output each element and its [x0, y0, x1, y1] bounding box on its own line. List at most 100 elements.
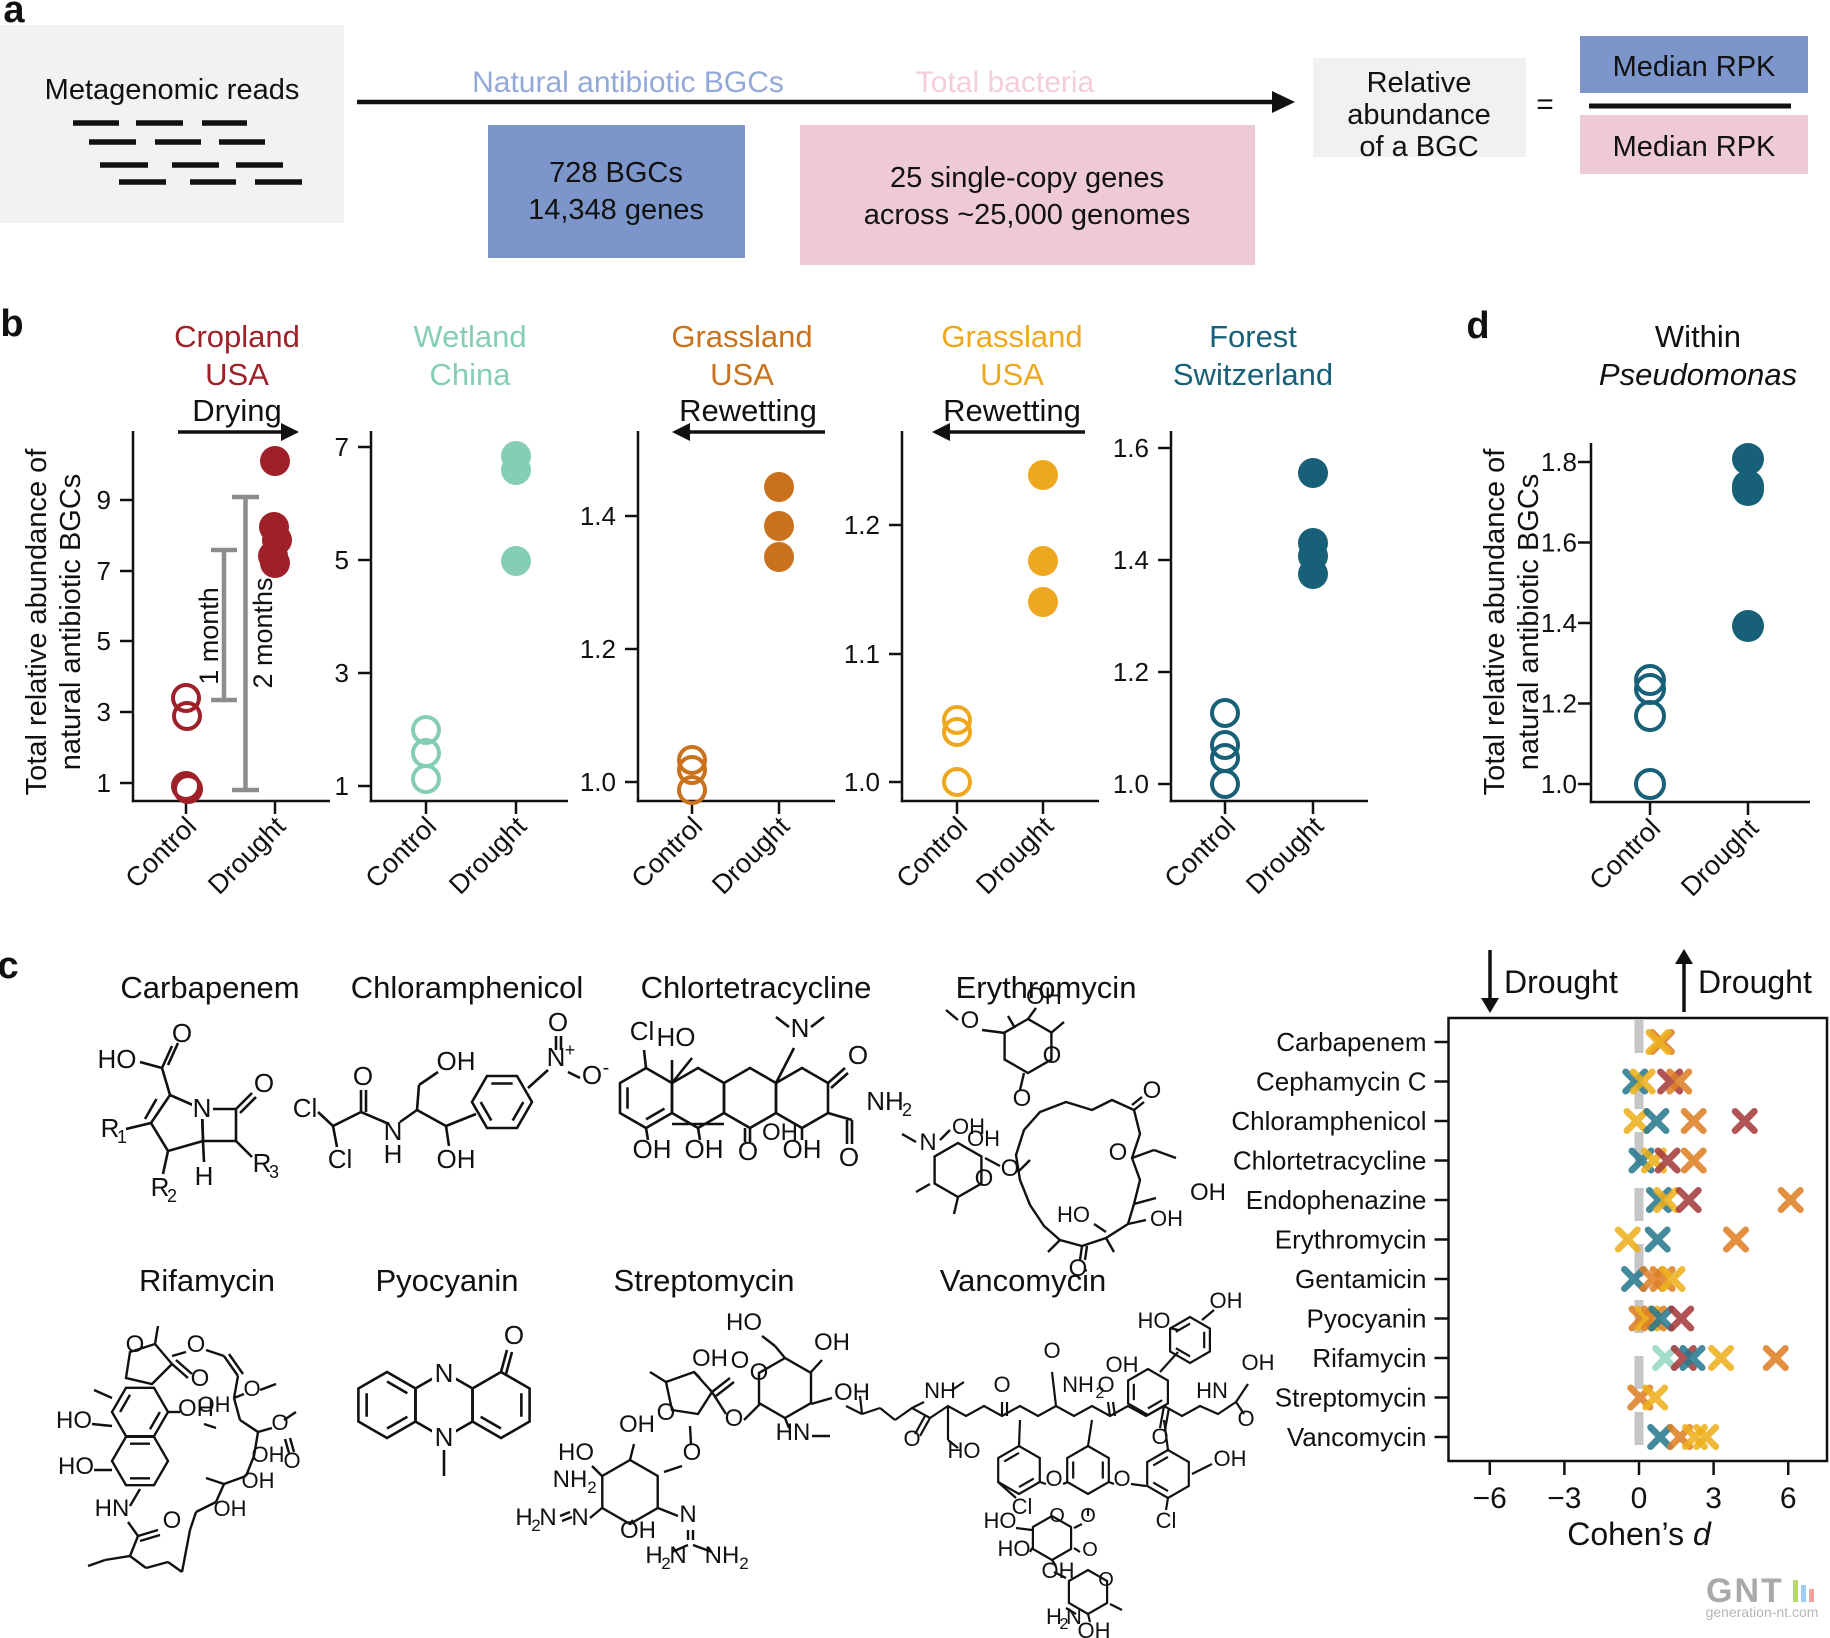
svg-text:728 BGCs: 728 BGCs — [549, 157, 683, 189]
svg-text:OH: OH — [1042, 1558, 1075, 1583]
svg-text:Grassland: Grassland — [941, 319, 1082, 354]
svg-text:1.2: 1.2 — [844, 510, 880, 540]
svg-text:O: O — [271, 1410, 288, 1435]
svg-text:−6: −6 — [1473, 1482, 1507, 1515]
svg-text:O: O — [1001, 1155, 1020, 1182]
svg-text:USA: USA — [710, 357, 774, 392]
svg-text:OH: OH — [1106, 1352, 1139, 1377]
svg-text:O: O — [1049, 1505, 1065, 1527]
svg-text:2 months: 2 months — [248, 577, 278, 688]
svg-text:Drought: Drought — [1504, 964, 1618, 1000]
svg-text:OH: OH — [1150, 1206, 1183, 1231]
svg-text:O: O — [1082, 1539, 1098, 1561]
svg-text:HO: HO — [558, 1439, 594, 1466]
svg-text:abundance: abundance — [1347, 99, 1491, 131]
svg-text:7: 7 — [335, 432, 349, 462]
svg-text:O: O — [1098, 1569, 1114, 1591]
svg-text:2: 2 — [167, 1186, 177, 1206]
svg-text:NH: NH — [1062, 1372, 1094, 1397]
svg-text:O: O — [725, 1405, 744, 1432]
svg-text:N: N — [384, 1116, 403, 1146]
svg-text:2: 2 — [531, 1516, 540, 1535]
svg-text:Control: Control — [119, 811, 202, 894]
svg-text:O: O — [504, 1320, 524, 1350]
svg-text:O: O — [283, 1448, 300, 1473]
svg-text:Grassland: Grassland — [671, 319, 812, 354]
svg-text:Total bacteria: Total bacteria — [916, 66, 1095, 99]
svg-text:Cl: Cl — [1012, 1494, 1033, 1519]
svg-text:O: O — [657, 1399, 676, 1426]
svg-text:Erythromycin: Erythromycin — [956, 970, 1137, 1005]
svg-text:1.8: 1.8 — [1541, 447, 1577, 477]
svg-text:O: O — [353, 1061, 373, 1091]
svg-text:H: H — [195, 1161, 214, 1191]
svg-text:OH: OH — [619, 1411, 655, 1438]
svg-text:O: O — [1043, 1042, 1062, 1069]
svg-text:Chloramphenicol: Chloramphenicol — [1231, 1106, 1426, 1136]
svg-text:Control: Control — [625, 811, 708, 894]
svg-text:Rewetting: Rewetting — [943, 393, 1081, 428]
svg-text:Control: Control — [359, 811, 442, 894]
svg-text:1.0: 1.0 — [580, 767, 616, 797]
svg-text:Median RPK: Median RPK — [1613, 131, 1776, 163]
svg-text:HO: HO — [948, 1438, 981, 1463]
svg-text:O: O — [172, 1018, 192, 1048]
svg-text:HO: HO — [58, 1453, 94, 1480]
svg-text:Switzerland: Switzerland — [1173, 357, 1333, 392]
svg-text:of a BGC: of a BGC — [1359, 131, 1478, 163]
svg-text:O: O — [839, 1142, 859, 1172]
svg-text:Gentamicin: Gentamicin — [1295, 1264, 1427, 1294]
svg-text:OH: OH — [437, 1144, 476, 1174]
svg-text:OH: OH — [242, 1468, 275, 1493]
svg-text:Forest: Forest — [1209, 319, 1297, 354]
svg-text:HO: HO — [984, 1508, 1017, 1533]
svg-text:Control: Control — [1583, 813, 1666, 896]
svg-text:Within: Within — [1655, 319, 1741, 354]
svg-text:5: 5 — [97, 626, 111, 656]
svg-text:USA: USA — [980, 357, 1044, 392]
svg-text:Control: Control — [890, 811, 973, 894]
svg-text:H: H — [384, 1139, 403, 1169]
svg-text:1 month: 1 month — [194, 587, 224, 685]
svg-text:O: O — [993, 1372, 1010, 1397]
svg-text:OH: OH — [834, 1379, 870, 1406]
svg-text:1.2: 1.2 — [1113, 657, 1149, 687]
svg-text:O: O — [750, 1359, 769, 1386]
svg-text:HN: HN — [95, 1495, 130, 1522]
svg-text:c: c — [0, 945, 19, 987]
svg-text:H: H — [515, 1504, 532, 1531]
svg-text:OH: OH — [1210, 1288, 1243, 1313]
svg-text:R: R — [151, 1172, 170, 1202]
svg-text:N: N — [435, 1422, 454, 1452]
svg-text:O: O — [1109, 1139, 1128, 1166]
svg-text:N: N — [791, 1013, 810, 1043]
svg-text:OH: OH — [692, 1345, 728, 1372]
svg-text:Cephamycin C: Cephamycin C — [1256, 1067, 1427, 1097]
svg-text:O: O — [582, 1060, 602, 1090]
svg-text:OH: OH — [1214, 1446, 1247, 1471]
svg-text:Endophenazine: Endophenazine — [1246, 1185, 1427, 1215]
svg-text:O: O — [731, 1347, 750, 1374]
svg-text:OH: OH — [1242, 1350, 1275, 1375]
svg-text:1.1: 1.1 — [844, 639, 880, 669]
svg-text:Carbapenem: Carbapenem — [120, 970, 299, 1005]
svg-text:3: 3 — [1705, 1482, 1722, 1515]
svg-text:HO: HO — [657, 1022, 696, 1052]
svg-text:1.6: 1.6 — [1113, 433, 1149, 463]
svg-text:3: 3 — [335, 658, 349, 688]
svg-text:Streptomycin: Streptomycin — [1275, 1383, 1427, 1413]
svg-text:Drought: Drought — [1698, 964, 1812, 1000]
svg-text:N: N — [919, 1129, 936, 1156]
svg-text:2: 2 — [1060, 1616, 1069, 1633]
svg-text:Rifamycin: Rifamycin — [1312, 1343, 1426, 1373]
svg-text:a: a — [3, 0, 25, 31]
svg-text:2: 2 — [902, 1100, 912, 1120]
svg-text:HO: HO — [98, 1044, 137, 1074]
svg-text:O: O — [961, 1007, 980, 1034]
svg-text:1.2: 1.2 — [1541, 689, 1577, 719]
svg-text:O: O — [548, 1007, 568, 1037]
svg-text:HO: HO — [1057, 1202, 1090, 1227]
svg-text:O: O — [126, 1331, 145, 1358]
svg-text:R: R — [253, 1148, 272, 1178]
svg-text:Cl: Cl — [1156, 1508, 1177, 1533]
